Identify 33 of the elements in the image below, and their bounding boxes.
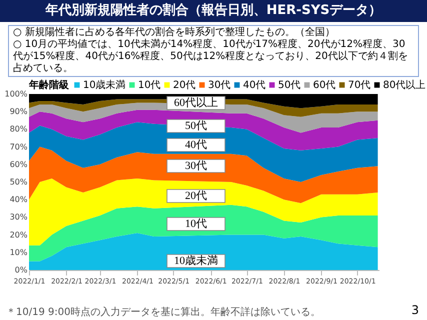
chart-title: 年代別新規陽性者の割合（報告日別、HER-SYSデータ） <box>0 0 427 22</box>
y-tick-label: 40% <box>10 195 28 204</box>
chart-subtitle: ○ 新規陽性者に占める各年代の割合を時系列で整理したもの。（全国） <box>13 27 336 38</box>
y-tick-label: 10% <box>10 248 28 257</box>
annotation: 30代 <box>185 160 207 172</box>
y-tick-label: 50% <box>10 178 28 186</box>
annotation: 60代以上 <box>174 96 218 109</box>
legend-label: 20代 <box>173 80 196 91</box>
legend-label: 30代 <box>208 80 231 91</box>
y-tick-label: 20% <box>10 230 28 240</box>
text: ＊10/19 9:00時点の入力データを基に算出。年齢不詳は除いている。 <box>6 306 320 319</box>
legend-label: 10歳未満 <box>83 79 126 91</box>
annotation: 50代 <box>185 120 207 132</box>
annotation: 10歳未満 <box>174 254 218 267</box>
y-tick-label: 90% <box>10 107 28 116</box>
y-tick-label: 60% <box>10 160 28 169</box>
legend-label: 40代 <box>243 80 266 91</box>
y-tick-label: 80% <box>10 124 28 134</box>
y-tick-label: 100% <box>4 90 28 98</box>
annotation: 20代 <box>185 190 207 202</box>
legend-title: 年齢階級 <box>28 79 70 91</box>
legend-label: 80代以上 <box>383 79 426 91</box>
legend-label: 50代 <box>278 80 301 91</box>
annotation: 10代 <box>185 218 207 230</box>
y-tick-label: 30% <box>10 212 28 222</box>
y-tick-label: 70% <box>10 142 28 152</box>
legend-label: 60代 <box>313 80 336 91</box>
legend-label: 70代 <box>348 80 371 91</box>
annotation: 40代 <box>185 139 207 151</box>
legend-label: 10代 <box>138 80 161 91</box>
text: ○ 10月の平均値では、10代未満が14%程度、10代が17%程度、20代が12%程度、30代が15%程度、40代が16%程度、50代は12%程度となっており、20代以下で約４割を占めている。 <box>13 39 409 75</box>
text: 3 <box>411 303 419 317</box>
y-tick-label: 0% <box>14 266 28 274</box>
